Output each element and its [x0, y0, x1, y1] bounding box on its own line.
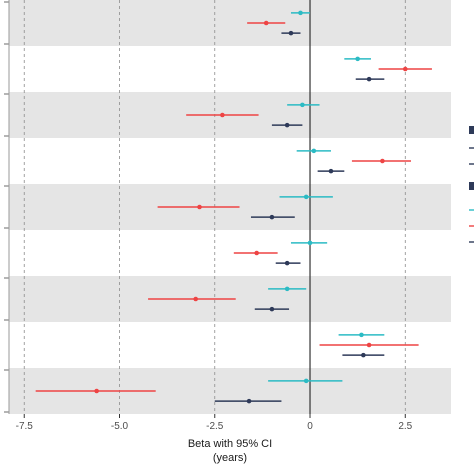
point-estimate — [402, 66, 408, 72]
point-estimate — [254, 250, 259, 256]
point-estimate — [366, 342, 372, 348]
point-estimate — [246, 398, 252, 404]
x-tick-label: 2.5 — [398, 421, 412, 432]
x-tick-label: -2.5 — [206, 421, 224, 432]
left-axis-ticks — [4, 1, 9, 413]
point-estimate — [303, 378, 309, 384]
point-estimate — [284, 260, 290, 266]
point-estimate — [328, 168, 334, 174]
point-estimate — [298, 10, 303, 16]
x-axis-unit: (years) — [213, 452, 247, 464]
point-estimate — [361, 352, 366, 358]
point-estimate — [269, 214, 275, 220]
point-estimate — [193, 296, 199, 302]
legend-fragment — [469, 182, 474, 190]
row-band — [9, 0, 451, 46]
x-tick-label: -5.0 — [111, 421, 129, 432]
point-estimate — [197, 204, 202, 210]
point-estimate — [288, 30, 294, 36]
point-estimate — [284, 286, 290, 292]
point-estimate — [220, 112, 225, 118]
point-estimate — [307, 240, 313, 246]
point-estimate — [263, 20, 269, 26]
cropped-legend — [469, 126, 474, 243]
x-tick-label: -7.5 — [16, 421, 34, 432]
x-axis-title: Beta with 95% CI — [188, 438, 272, 450]
point-estimate — [269, 306, 275, 312]
point-estimate — [94, 388, 99, 394]
x-tick-label: 0 — [307, 421, 313, 432]
row-band — [9, 230, 451, 276]
x-axis-ticks: -7.5 -5.0 -2.5 0 2.5 — [16, 414, 413, 432]
point-estimate — [311, 148, 317, 154]
point-estimate — [284, 122, 290, 128]
legend-fragment — [469, 126, 474, 134]
point-estimate — [380, 158, 385, 164]
point-estimate — [359, 332, 364, 338]
point-estimate — [300, 102, 305, 108]
row-band — [9, 46, 451, 92]
point-estimate — [355, 56, 360, 62]
estimate-marks — [35, 10, 432, 404]
point-estimate — [303, 194, 309, 200]
point-estimate — [366, 76, 372, 82]
